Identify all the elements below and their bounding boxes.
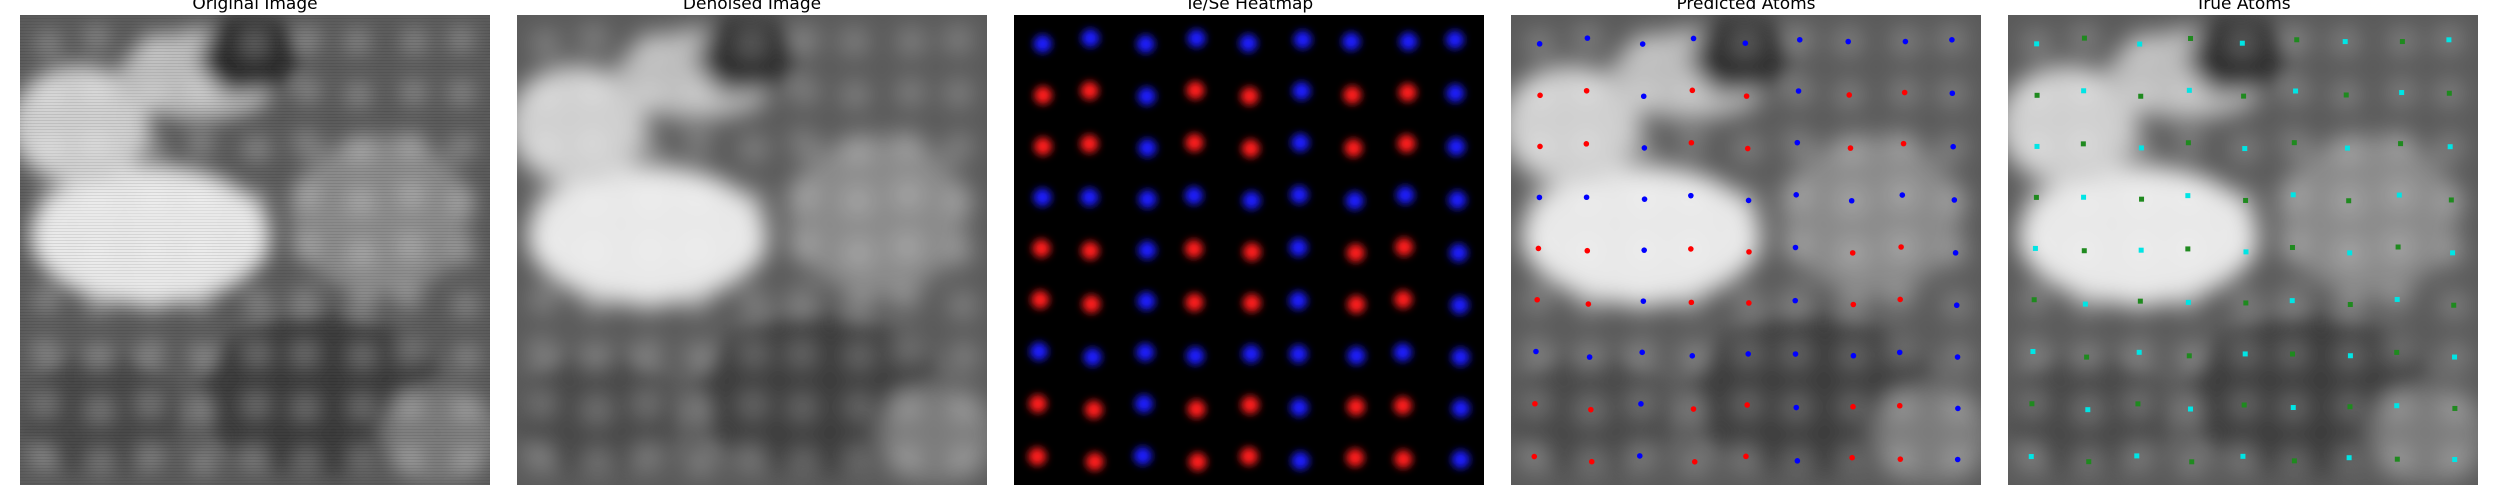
panel-title: True Atoms xyxy=(2195,0,2291,14)
panel-denoised: Denoised Image xyxy=(517,0,987,500)
denoised-image xyxy=(517,15,987,485)
panel-heatmap: Te/Se Heatmap xyxy=(1014,0,1484,500)
true-atoms-image xyxy=(2008,15,2478,485)
panel-title: Original Image xyxy=(192,0,318,14)
panel-true: True Atoms xyxy=(2008,0,2478,500)
predicted-atoms-image xyxy=(1511,15,1981,485)
original-image xyxy=(20,15,490,485)
panel-predicted: Predicted Atoms xyxy=(1511,0,1981,500)
panel-title: Denoised Image xyxy=(682,0,822,14)
panel-title: Te/Se Heatmap xyxy=(1184,0,1314,14)
heatmap-image xyxy=(1014,15,1484,485)
panel-title: Predicted Atoms xyxy=(1676,0,1816,14)
panel-original: Original Image xyxy=(20,0,490,500)
